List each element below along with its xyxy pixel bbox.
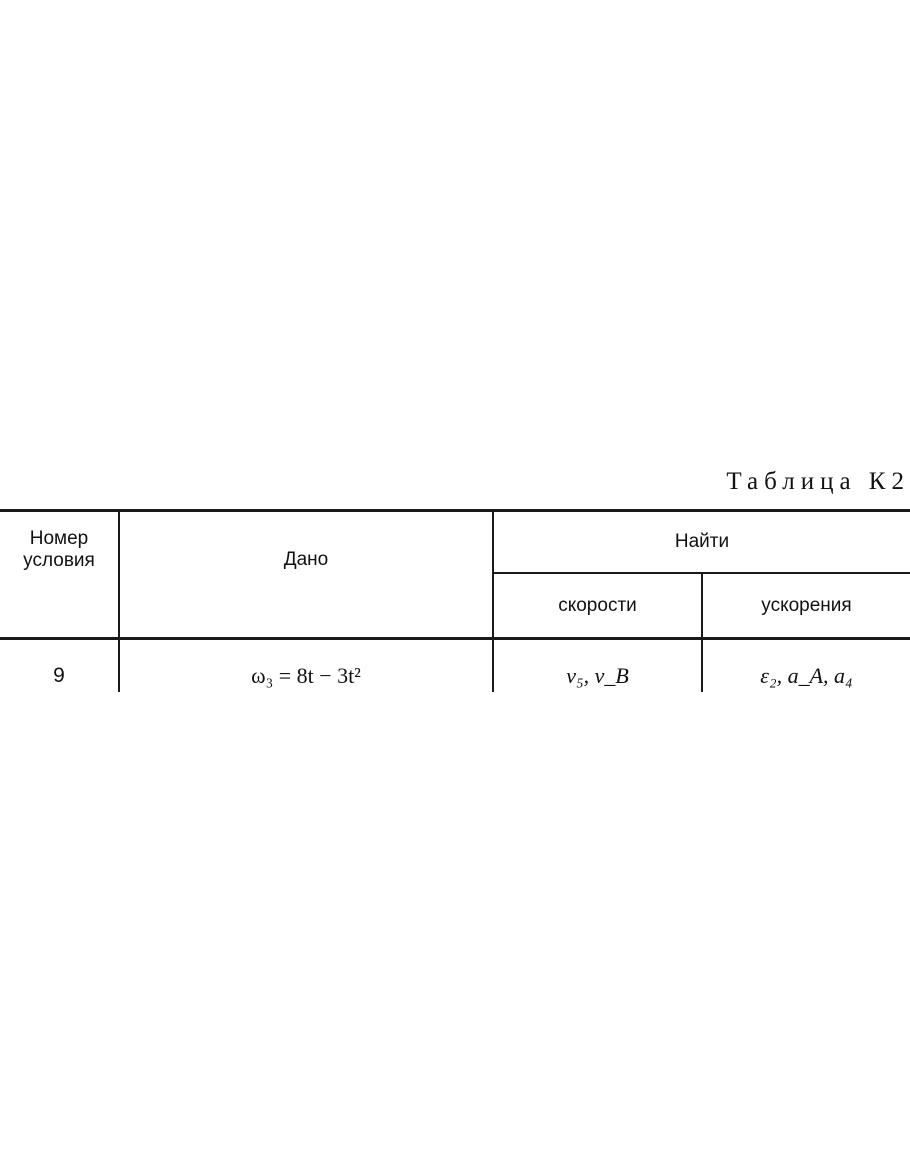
page-background — [0, 692, 910, 1155]
table-top-border — [0, 509, 910, 512]
header-find: Найти — [674, 531, 730, 552]
column-divider — [118, 510, 120, 692]
header-accelerations: ускорения — [761, 594, 852, 616]
header-given: Дано — [283, 548, 329, 570]
row-given: ω₃ = 8t − 3t² — [251, 663, 361, 688]
table-title: Таблица К2 — [726, 468, 910, 495]
row-velocities: v₅, v_B — [566, 663, 629, 688]
header-velocities: скорости — [558, 594, 637, 616]
header-bottom-border — [0, 637, 910, 640]
column-divider — [701, 573, 703, 692]
header-condition-number: Номер условия — [23, 528, 95, 571]
row-accelerations: ε₂, a_A, a₄ — [760, 663, 853, 688]
row-number: 9 — [53, 664, 65, 687]
column-divider — [492, 510, 494, 692]
